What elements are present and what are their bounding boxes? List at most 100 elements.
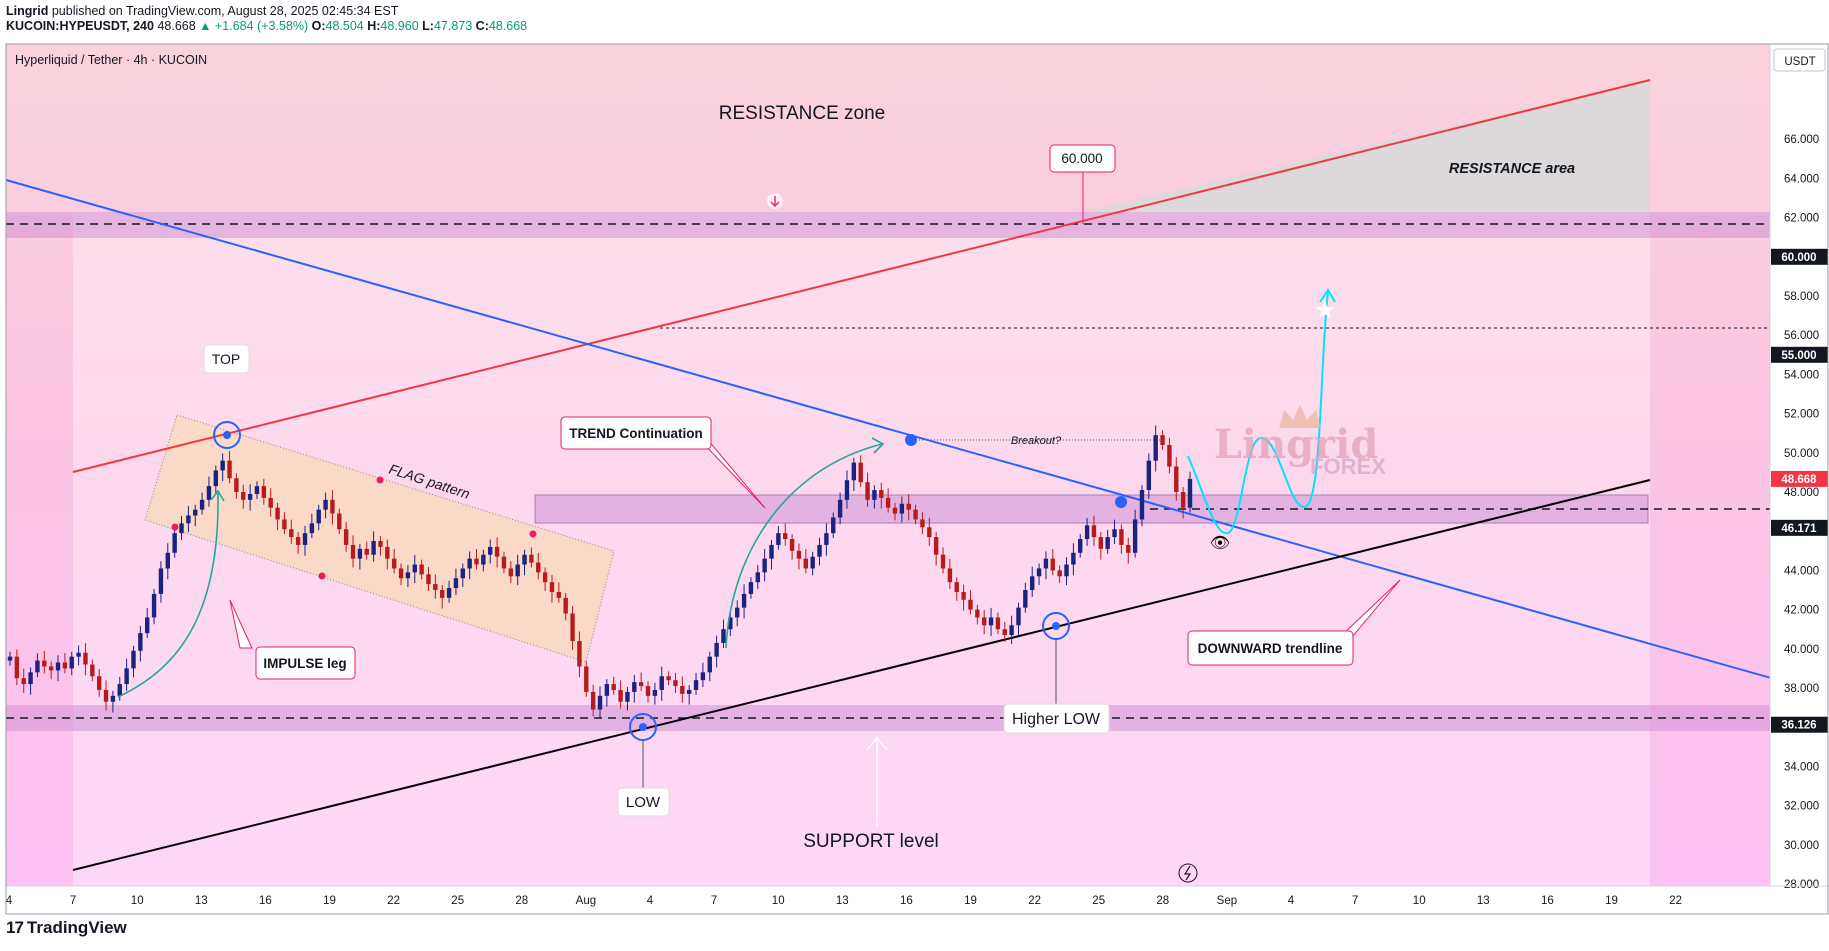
candle-body [302, 533, 308, 545]
impulse-arrow-head [210, 489, 225, 502]
candle-body [556, 591, 562, 598]
candle-body [858, 462, 863, 483]
candle-body [645, 686, 651, 696]
author-name[interactable]: Lingrid [6, 4, 49, 18]
support-level-text: SUPPORT level [803, 831, 939, 852]
candle-body [433, 584, 438, 590]
candle-body [371, 541, 376, 555]
eye-icon: 👁 [1210, 535, 1230, 552]
price-badge-label: 55.000 [1781, 350, 1816, 362]
candle-body [933, 537, 939, 555]
candle-body [275, 507, 280, 520]
price-badge-label: 60.000 [1781, 252, 1816, 264]
level-60-callout-box [1049, 144, 1116, 173]
candle-body [549, 582, 555, 592]
higher-low-dot [1052, 622, 1060, 630]
watermark-sub: FOREX [1310, 454, 1386, 479]
candle-body [227, 460, 232, 479]
candle-body [261, 486, 267, 498]
x-tick-label: 13 [836, 895, 849, 907]
top-label: TOP [212, 351, 241, 367]
candle-body [714, 642, 719, 657]
candle-body [913, 509, 918, 520]
candle-body [741, 593, 747, 608]
candle-body [453, 578, 459, 589]
candle-body [1071, 552, 1076, 565]
lightning-icon[interactable] [1178, 863, 1198, 883]
candle-body [337, 513, 342, 530]
y-tick-label: 34.000 [1784, 761, 1819, 773]
resistance-area-shape [1083, 80, 1650, 212]
candle-body [947, 568, 953, 583]
flag-channel [144, 414, 615, 663]
candle-body [412, 564, 417, 573]
candle-body [769, 544, 774, 559]
time-scale[interactable] [6, 886, 1770, 914]
resistance-zone-band [6, 212, 1803, 238]
candle-body [844, 480, 850, 500]
symbol-name[interactable]: KUCOIN:HYPEUSDT, 240 [6, 19, 154, 33]
y-tick-label: 62.000 [1784, 213, 1819, 225]
candle-body [172, 533, 177, 553]
crown-icon [1279, 405, 1321, 428]
candle-body [220, 460, 225, 471]
candle-body [872, 490, 877, 500]
last-price: 48.668 [157, 19, 196, 33]
candle-body [892, 507, 898, 514]
candle-body [686, 689, 692, 694]
candle-body [1043, 558, 1049, 569]
footer: 17 TradingView [6, 918, 127, 938]
impulse-callout-tail [229, 599, 253, 649]
candle-body [584, 666, 589, 692]
candle-body [316, 509, 321, 524]
candle-body [90, 664, 95, 677]
candle-body [1174, 466, 1179, 492]
currency-label: USDT [1784, 56, 1815, 68]
candle-body [735, 607, 740, 618]
candles [7, 425, 1193, 719]
breakout-zone-band [534, 494, 1649, 524]
candle-body [385, 546, 390, 559]
x-tick-label: 22 [1028, 895, 1041, 907]
candle-body [1084, 525, 1090, 540]
x-tick-label: 4 [647, 895, 654, 907]
candle-body [158, 568, 164, 594]
x-tick-label: 7 [711, 895, 717, 907]
x-tick-label: 25 [1092, 895, 1105, 907]
candle-body [138, 633, 143, 651]
x-tick-label: 13 [195, 895, 208, 907]
y-tick-label: 32.000 [1784, 801, 1819, 813]
candle-body [831, 517, 836, 534]
candle-body [995, 617, 1001, 630]
candle-body [755, 572, 760, 583]
support-arrow-head [866, 736, 888, 751]
candle-body [975, 609, 980, 618]
candle-body [1064, 564, 1069, 577]
candle-body [357, 548, 363, 559]
candle-body [906, 503, 911, 510]
candle-body [247, 493, 253, 500]
price-scale[interactable] [1770, 44, 1829, 886]
y-tick-label: 40.000 [1784, 644, 1819, 656]
candle-body [474, 558, 479, 565]
candle-body [1098, 537, 1104, 549]
candle-body [467, 558, 472, 569]
y-tick-label: 66.000 [1784, 134, 1819, 146]
x-tick-label: 25 [451, 895, 464, 907]
candle-body [515, 564, 520, 577]
candle-body [282, 519, 287, 530]
footer-brand: TradingView [26, 918, 127, 937]
candle-body [625, 691, 630, 702]
low-value: 47.873 [433, 19, 473, 33]
candle-body [954, 582, 959, 592]
x-tick-label: 19 [323, 895, 336, 907]
candle-body [728, 617, 733, 630]
candle-body [508, 568, 514, 577]
candle-body [632, 682, 637, 692]
candle-body [69, 656, 74, 669]
down-arrow-icon-glyph [770, 196, 780, 207]
x-tick-label: 10 [1413, 895, 1426, 907]
currency-box[interactable] [1773, 48, 1826, 72]
candle-body [1119, 529, 1124, 545]
